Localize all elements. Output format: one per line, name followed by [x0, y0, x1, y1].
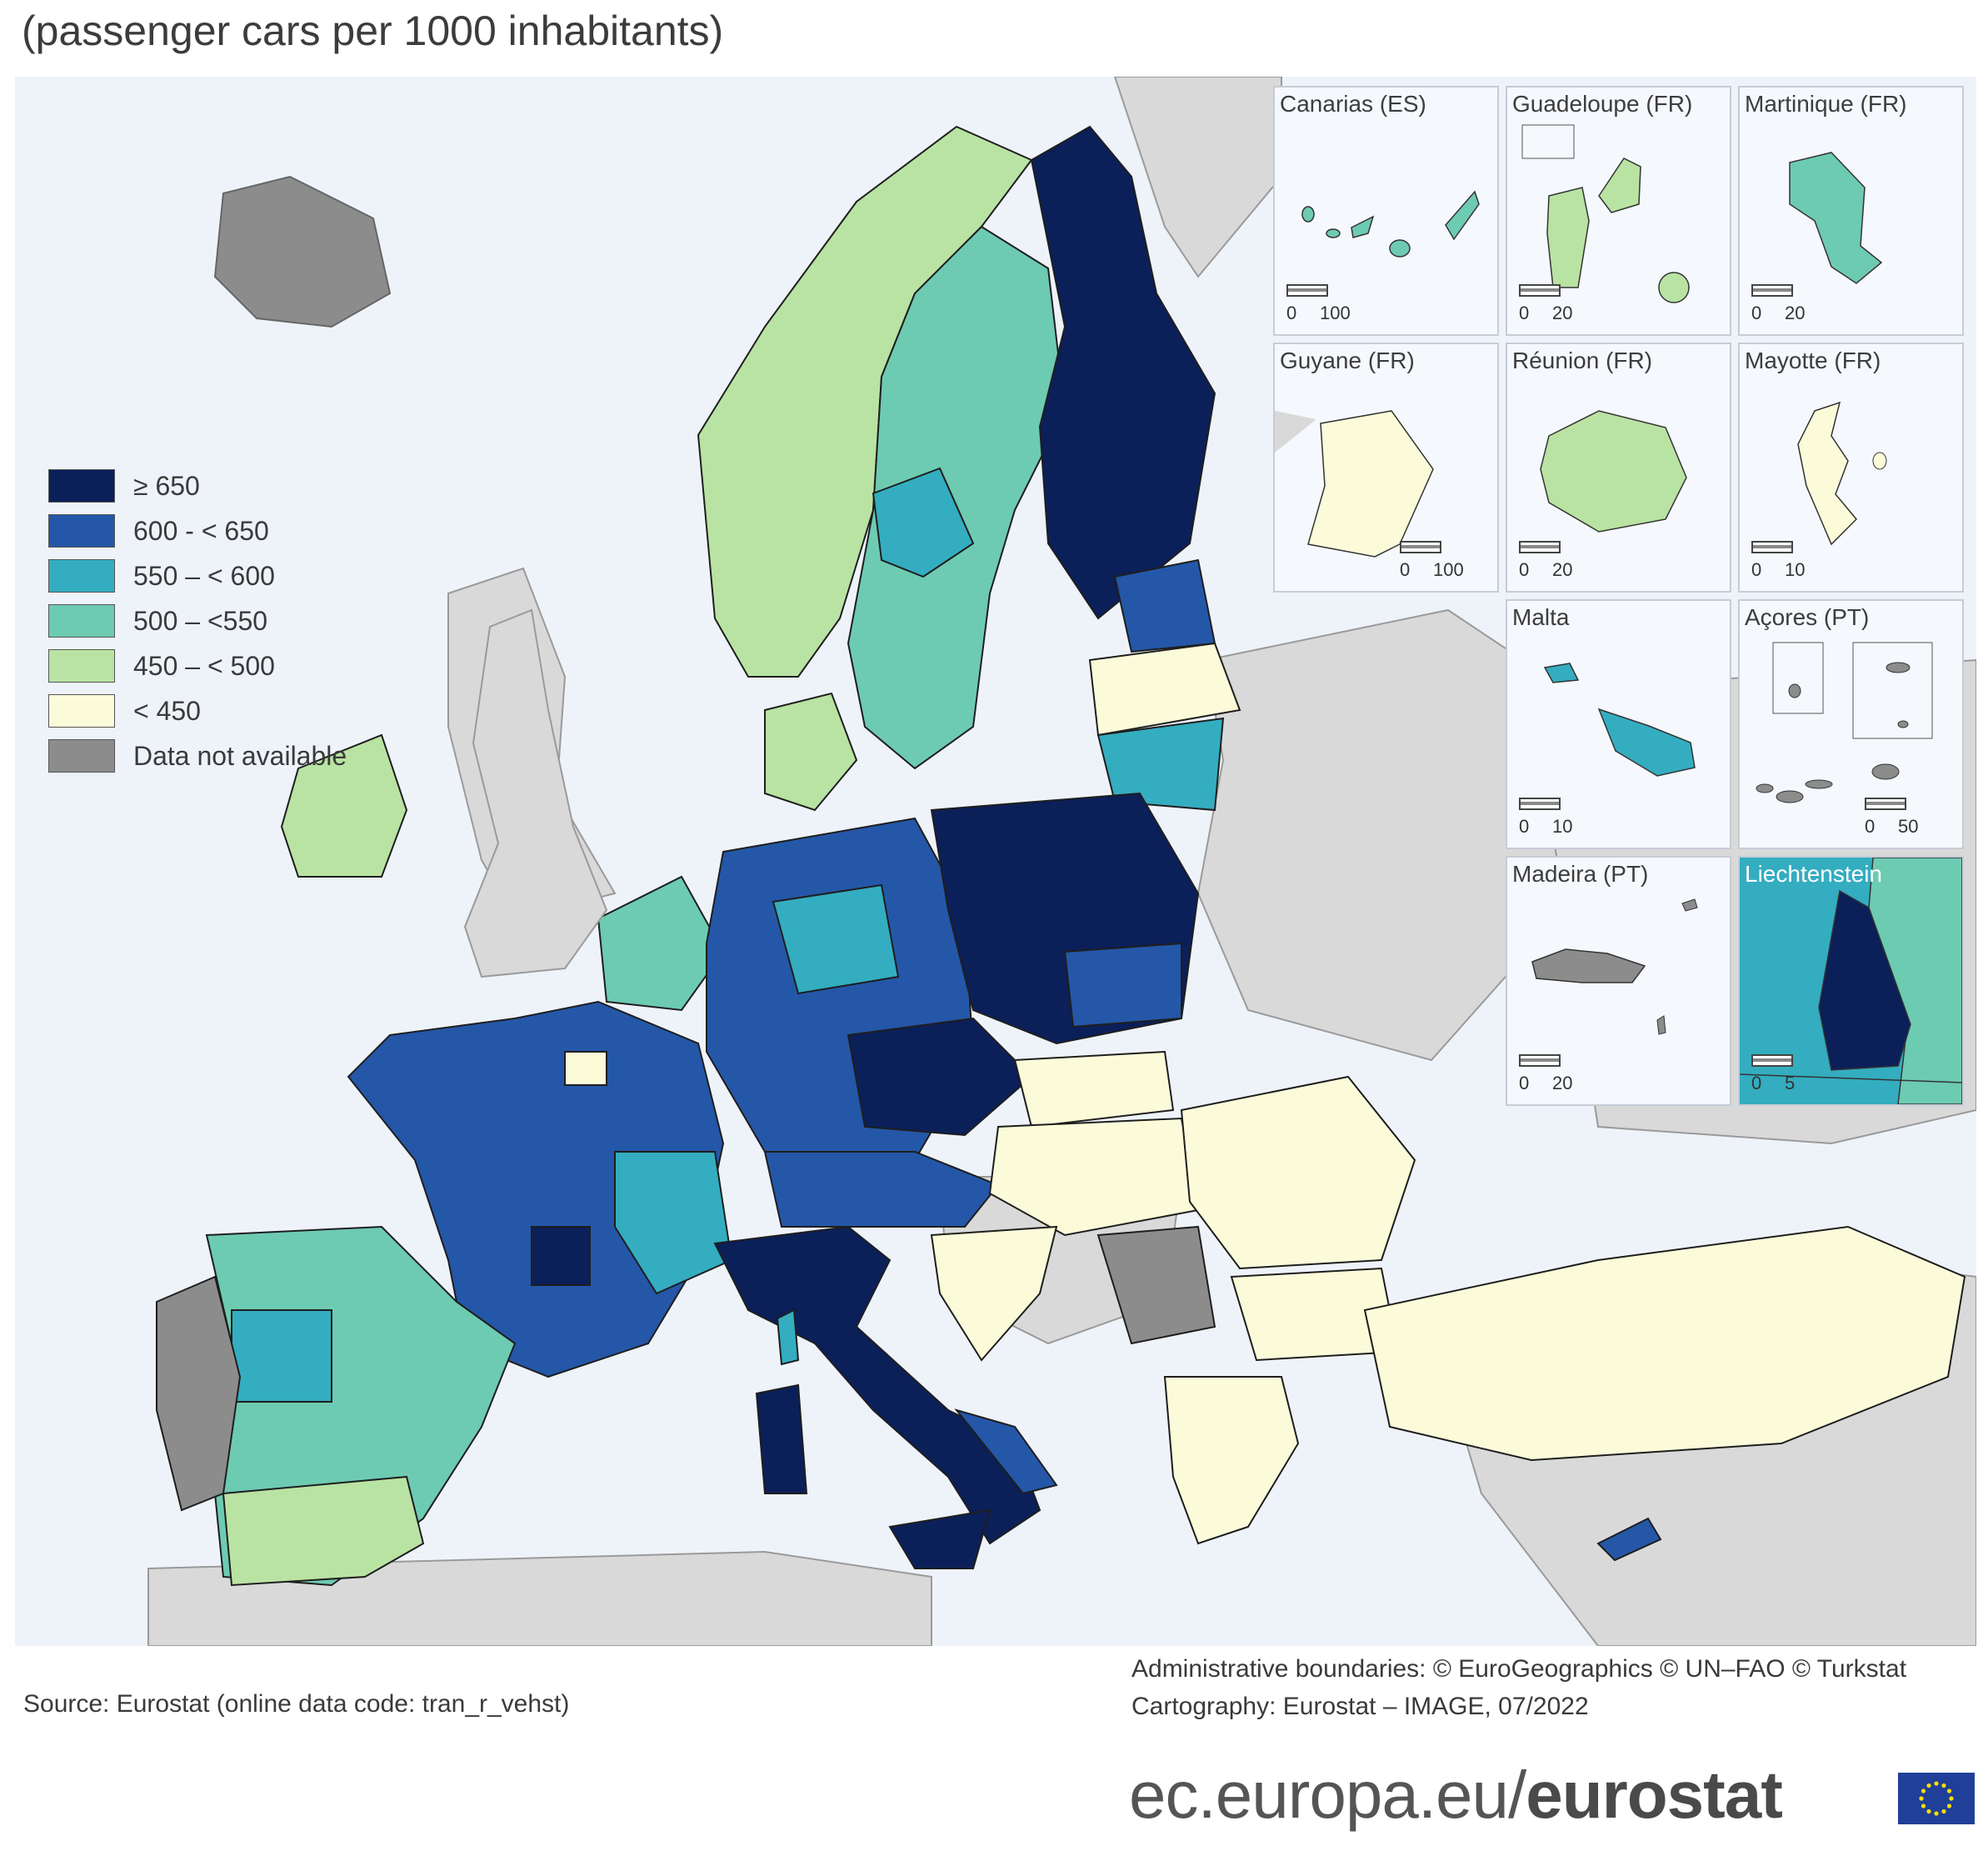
map-area: ≥ 650 600 - < 650 550 – < 600 500 – <550… [15, 77, 1976, 1646]
legend-item: ≥ 650 [48, 464, 347, 508]
inset-title: Madeira (PT) [1512, 861, 1649, 887]
scale-bar: 0 20 [1519, 1054, 1619, 1096]
map-subtitle: (passenger cars per 1000 inhabitants) [22, 8, 724, 54]
portugal-region [156, 1275, 242, 1512]
legend-item: 550 – < 600 [48, 554, 347, 598]
inset-guyane: Guyane (FR) 0 100 [1273, 343, 1499, 593]
brand-name: eurostat [1526, 1758, 1783, 1832]
italy-region [713, 1225, 1041, 1545]
scale-bar: 0 20 [1751, 284, 1851, 326]
france-region [347, 1000, 725, 1378]
legend-swatch [48, 559, 115, 593]
iceland-region [213, 175, 392, 328]
inset-mayotte: Mayotte (FR) 0 10 [1738, 343, 1964, 593]
inset-title: Canarias (ES) [1280, 91, 1426, 117]
legend-label: ≥ 650 [133, 470, 200, 501]
legend-label: 500 – <550 [133, 605, 268, 636]
legend-swatch [48, 514, 115, 548]
finland-region [1030, 125, 1216, 620]
legend-label: 450 – < 500 [133, 650, 275, 681]
latvia-region [1088, 642, 1241, 737]
inset-martinique: Martinique (FR) 0 20 [1738, 86, 1964, 336]
inset-title: Mayotte (FR) [1745, 348, 1881, 373]
eu-flag-icon [1898, 1773, 1975, 1824]
austria-region [763, 1151, 1000, 1228]
brand-domain: ec.europa.eu/ [1129, 1758, 1526, 1832]
scale-bar: 0 20 [1519, 284, 1619, 326]
sweden-region [847, 225, 1066, 770]
source-note: Source: Eurostat (online data code: tran… [23, 1690, 570, 1718]
cyprus-region [1596, 1517, 1662, 1562]
scale-bar: 0 10 [1751, 541, 1851, 583]
slovakia-region [1013, 1050, 1175, 1128]
legend-label: 600 - < 650 [133, 515, 269, 546]
inset-title: Guadeloupe (FR) [1512, 91, 1693, 117]
inset-title: Réunion (FR) [1512, 348, 1653, 373]
czechia-region [847, 1017, 1033, 1137]
inset-canarias: Canarias (ES) 0 100 [1273, 86, 1499, 336]
inset-title: Martinique (FR) [1745, 91, 1907, 117]
scale-bar: 0 100 [1286, 284, 1386, 326]
legend-label: < 450 [133, 695, 201, 726]
legend-item: 500 – <550 [48, 599, 347, 643]
corsica-region [776, 1308, 800, 1366]
ireland-region [280, 733, 408, 878]
legend-swatch [48, 694, 115, 728]
sicily-region [888, 1508, 992, 1569]
scale-bar: 0 100 [1400, 541, 1497, 583]
scale-bar: 0 50 [1865, 798, 1962, 839]
inset-maps: Canarias (ES) 0 100 Guadeloupe (FR) 0 20 M… [1273, 86, 1966, 1106]
legend-item: 600 - < 650 [48, 509, 347, 553]
legend-label: Data not available [133, 740, 347, 771]
benelux-region [597, 875, 725, 1012]
europe-choropleth-map [147, 77, 1976, 1646]
legend-label: 550 – < 600 [133, 560, 275, 591]
cartography-credit: Cartography: Eurostat – IMAGE, 07/2022 [1131, 1693, 1589, 1720]
hungary-region [988, 1117, 1200, 1237]
scale-bar: 0 20 [1519, 541, 1619, 583]
legend-item: Data not available [48, 734, 347, 778]
legend-swatch [48, 469, 115, 503]
legend-item: < 450 [48, 689, 347, 733]
serbia-region [1096, 1225, 1216, 1345]
inset-title: Açores (PT) [1745, 604, 1870, 630]
inset-reunion: Réunion (FR) 0 20 [1506, 343, 1731, 593]
croatia-region [930, 1225, 1058, 1362]
legend-swatch [48, 649, 115, 683]
inset-madeira: Madeira (PT) 0 20 [1506, 856, 1731, 1106]
sardinia-region [755, 1383, 808, 1494]
legend-swatch [48, 739, 115, 773]
inset-title: Guyane (FR) [1280, 348, 1415, 373]
map-legend: ≥ 650 600 - < 650 550 – < 600 500 – <550… [48, 464, 347, 779]
romania-region [1180, 1075, 1416, 1270]
attribution: Administrative boundaries: © EuroGeograp… [1131, 1650, 1906, 1725]
great-britain-region [463, 608, 608, 978]
inset-title: Liechtenstein [1745, 861, 1883, 887]
lithuania-region [1096, 717, 1225, 812]
turkey-region [1363, 1225, 1966, 1462]
admin-boundaries-credit: Administrative boundaries: © EuroGeograp… [1131, 1655, 1907, 1683]
inset-malta: Malta 0 10 [1506, 599, 1731, 849]
eurostat-url[interactable]: ec.europa.eu/eurostat [1129, 1757, 1783, 1833]
legend-item: 450 – < 500 [48, 644, 347, 688]
denmark-region [764, 692, 858, 812]
inset-guadeloupe: Guadeloupe (FR) 0 20 [1506, 86, 1731, 336]
scale-bar: 0 10 [1519, 798, 1619, 839]
greece-region [1163, 1376, 1300, 1545]
estonia-region [1113, 558, 1216, 653]
legend-swatch [48, 604, 115, 638]
inset-acores: Açores (PT) 0 50 [1738, 599, 1964, 849]
inset-title: Malta [1512, 604, 1570, 630]
